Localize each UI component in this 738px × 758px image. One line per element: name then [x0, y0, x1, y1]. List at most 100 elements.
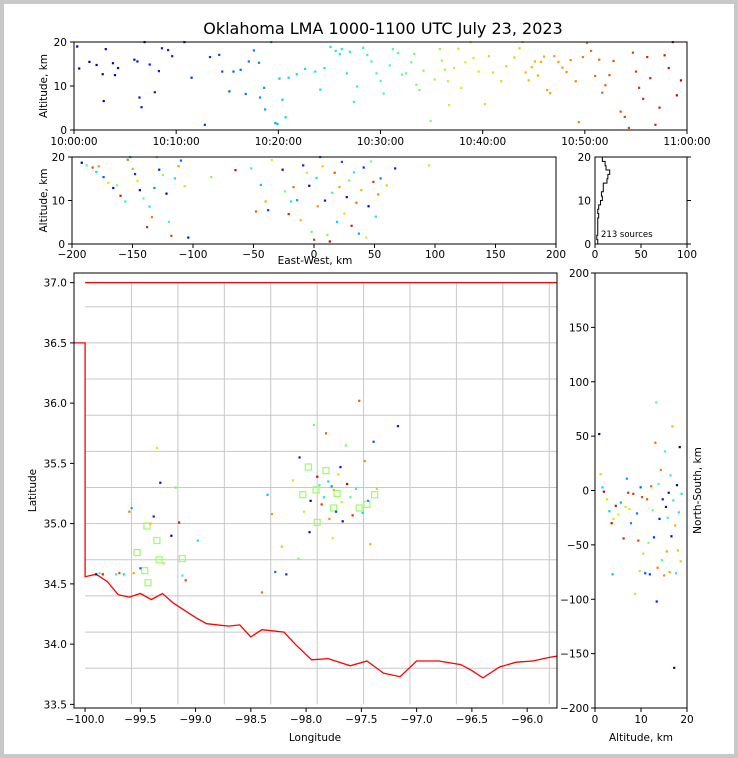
source-point: [375, 487, 379, 490]
source-point: [433, 78, 436, 81]
source-point: [338, 186, 341, 189]
source-point: [122, 573, 125, 576]
lma-station-marker: [333, 489, 341, 498]
source-point: [323, 66, 326, 70]
source-point: [675, 484, 679, 487]
time-altitude-panel: 10:00:00 10:10:00 10:20:00 10:30:00 10:40:00…: [38, 37, 711, 148]
source-point: [651, 509, 654, 512]
source-point: [460, 86, 463, 89]
x-axis-label: East-West, km: [278, 255, 353, 267]
time-altitude-axes: [73, 41, 688, 131]
source-point: [274, 121, 277, 125]
source-point: [627, 126, 630, 129]
y-tick-label: 100: [569, 377, 589, 389]
source-point: [356, 85, 359, 88]
source-point: [594, 74, 597, 78]
source-point: [374, 215, 377, 218]
x-tick-label: −99.5: [124, 714, 156, 726]
lma-station-marker: [141, 567, 149, 575]
source-point: [133, 172, 137, 176]
source-point: [316, 205, 319, 208]
source-point: [464, 61, 467, 64]
y-tick-label: −200: [560, 703, 589, 715]
source-point: [296, 199, 299, 202]
source-point: [303, 67, 307, 71]
source-point: [298, 456, 301, 459]
source-point: [410, 61, 413, 64]
x-tick-label: 0: [311, 249, 318, 261]
source-point: [680, 492, 683, 495]
source-point: [270, 512, 274, 516]
plan-view-axes: [73, 272, 558, 709]
source-point: [352, 171, 356, 174]
y-tick-label: −100: [560, 594, 589, 606]
source-point: [612, 517, 615, 520]
source-point: [102, 99, 105, 103]
source-point: [443, 68, 447, 71]
source-point: [601, 486, 604, 489]
source-point: [372, 180, 375, 183]
source-point: [131, 167, 134, 170]
source-point: [602, 490, 605, 493]
source-point: [177, 165, 180, 168]
source-point: [221, 70, 224, 73]
source-point: [183, 185, 186, 188]
y-tick-label: 10: [578, 196, 591, 208]
source-point: [379, 79, 382, 82]
source-point: [76, 45, 79, 48]
east-west-altitude-panel: −200 −150 −100 −50 0 50 100 150 200 0 10 20 East-Wes…: [38, 152, 566, 267]
source-point: [95, 573, 98, 576]
source-point: [634, 70, 638, 73]
source-point: [203, 123, 206, 126]
y-tick-label: 10: [52, 196, 65, 208]
source-point: [281, 98, 284, 101]
source-point: [623, 115, 626, 118]
source-point: [650, 485, 653, 488]
x-tick-label: −50: [242, 249, 264, 261]
source-point: [405, 72, 408, 75]
source-point: [257, 61, 261, 64]
lma-station-marker: [299, 491, 307, 499]
source-point: [629, 522, 633, 525]
source-point: [166, 48, 170, 52]
source-point: [396, 52, 400, 55]
source-point: [663, 54, 666, 57]
source-point: [276, 122, 279, 126]
source-point: [98, 572, 101, 575]
source-point: [655, 401, 658, 404]
lma-station-marker: [153, 536, 161, 545]
x-tick-label: 150: [485, 249, 505, 261]
source-point: [326, 233, 329, 237]
source-point: [377, 193, 380, 196]
source-point: [679, 560, 682, 563]
source-point: [654, 441, 657, 444]
x-tick-label: 0: [592, 714, 599, 726]
source-point: [328, 517, 331, 521]
source-point: [267, 209, 270, 212]
source-point: [323, 199, 327, 202]
source-point: [518, 47, 521, 50]
source-point: [158, 168, 161, 171]
source-point: [677, 511, 680, 514]
source-point: [327, 480, 330, 483]
source-point: [102, 176, 105, 179]
source-point: [513, 56, 516, 59]
source-point: [345, 196, 348, 199]
source-point: [637, 86, 641, 89]
source-point: [140, 106, 143, 109]
lma-station-marker: [304, 463, 312, 471]
source-point: [477, 70, 480, 73]
source-point: [472, 56, 475, 60]
source-point: [334, 510, 338, 513]
source-point: [631, 51, 635, 54]
source-point: [155, 446, 159, 449]
lma-station-marker: [178, 554, 186, 563]
source-point: [95, 170, 98, 173]
source-point: [124, 200, 127, 203]
y-tick-label: 10: [54, 81, 67, 93]
source-point: [418, 88, 421, 92]
source-point: [174, 486, 177, 489]
x-tick-label: −96.0: [511, 714, 543, 726]
y-tick-label: 34.5: [44, 579, 67, 591]
source-point: [346, 482, 349, 486]
